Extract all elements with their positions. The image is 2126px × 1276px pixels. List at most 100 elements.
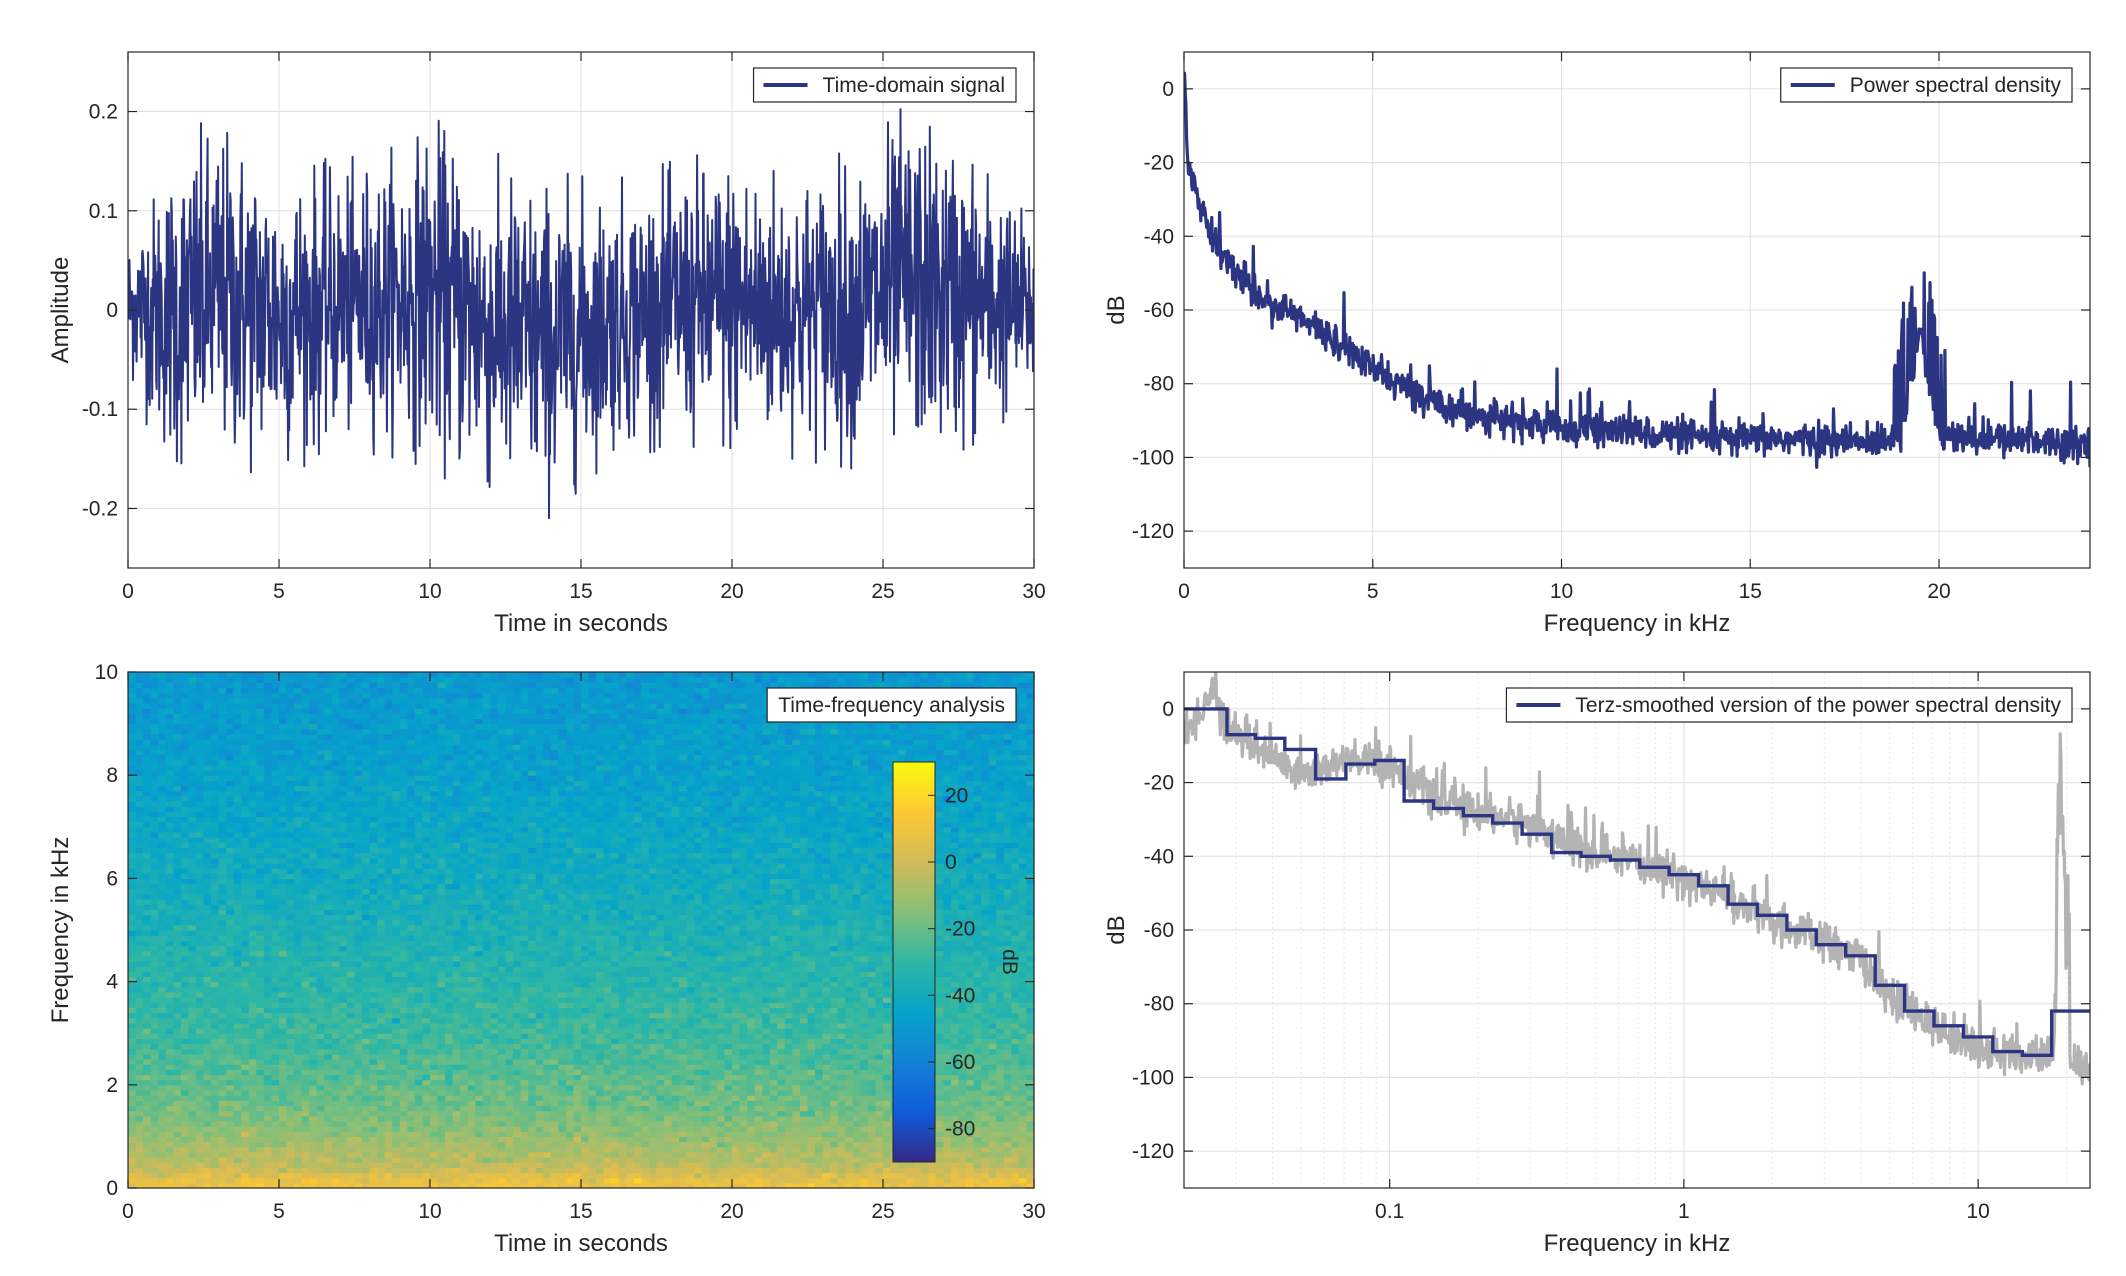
heatmap-cell — [739, 1157, 748, 1163]
heatmap-cell — [339, 1012, 348, 1019]
heatmap-cell — [430, 986, 439, 993]
heatmap-cell — [309, 1146, 318, 1153]
heatmap-cell — [309, 1157, 318, 1163]
heatmap-cell — [747, 1172, 756, 1179]
heatmap-cell — [505, 1079, 514, 1086]
heatmap-cell — [709, 981, 718, 988]
heatmap-cell — [218, 1177, 227, 1184]
heatmap-cell — [762, 1110, 771, 1117]
heatmap-cell — [875, 1162, 884, 1168]
heatmap-cell — [830, 1048, 839, 1055]
heatmap-cell — [732, 1126, 741, 1132]
heatmap-cell — [611, 1064, 620, 1070]
heatmap-cell — [966, 1105, 975, 1112]
heatmap-cell — [1011, 1120, 1020, 1127]
heatmap-cell — [384, 1167, 393, 1174]
heatmap-cell — [784, 1043, 793, 1050]
heatmap-cell — [656, 1089, 665, 1096]
heatmap-cell — [754, 1146, 763, 1153]
heatmap-cell — [1018, 1033, 1028, 1039]
heatmap-cell — [173, 1115, 182, 1122]
heatmap-cell — [890, 1172, 899, 1179]
heatmap-cell — [588, 976, 597, 983]
heatmap-cell — [701, 1033, 710, 1039]
heatmap-cell — [1026, 1048, 1035, 1055]
heatmap-cell — [490, 1038, 499, 1045]
heatmap-cell — [716, 1079, 726, 1086]
heatmap-cell — [769, 1182, 778, 1189]
heatmap-cell — [143, 1110, 152, 1117]
heatmap-cell — [460, 1157, 469, 1163]
heatmap-cell — [762, 1131, 771, 1137]
heatmap-cell — [128, 1079, 137, 1086]
heatmap-cell — [943, 1079, 952, 1086]
heatmap-cell — [128, 1038, 137, 1045]
heatmap-cell — [603, 1182, 612, 1189]
heatmap-cell — [996, 1105, 1005, 1112]
heatmap-cell — [195, 1022, 205, 1029]
heatmap-cell — [128, 1105, 137, 1112]
heatmap-cell — [664, 1120, 673, 1127]
heatmap-cell — [611, 1007, 620, 1014]
heatmap-cell — [150, 1162, 159, 1168]
heatmap-cell — [573, 1095, 582, 1101]
heatmap-cell — [845, 1007, 854, 1014]
heatmap-cell — [830, 1017, 839, 1024]
heatmap-cell — [135, 1157, 144, 1163]
heatmap-cell — [1018, 1022, 1028, 1029]
heatmap-cell — [830, 1110, 839, 1117]
heatmap-cell — [422, 1059, 431, 1065]
heatmap-cell — [233, 1089, 242, 1096]
heatmap-cell — [920, 1177, 929, 1184]
heatmap-cell — [452, 1151, 461, 1158]
heatmap-cell — [935, 1126, 944, 1132]
heatmap-cell — [339, 1126, 348, 1132]
heatmap-cell — [165, 1089, 174, 1096]
heatmap-cell — [845, 1182, 854, 1189]
heatmap-cell — [497, 1167, 507, 1174]
heatmap-cell — [762, 1012, 771, 1019]
heatmap-cell — [505, 1089, 514, 1096]
heatmap-cell — [369, 1053, 378, 1060]
heatmap-cell — [482, 1064, 491, 1070]
heatmap-cell — [1018, 1043, 1028, 1050]
heatmap-cell — [860, 1157, 869, 1163]
heatmap-cell — [694, 1136, 703, 1143]
heatmap-cell — [263, 1048, 273, 1055]
heatmap-cell — [837, 1136, 846, 1143]
heatmap-cell — [188, 1095, 197, 1101]
heatmap-cell — [248, 1059, 257, 1065]
heatmap-cell — [256, 1028, 265, 1034]
heatmap-cell — [588, 1182, 597, 1189]
heatmap-cell — [550, 1089, 559, 1096]
heatmap-cell — [135, 1105, 144, 1112]
heatmap-cell — [399, 1084, 408, 1091]
heatmap-cell — [362, 1074, 371, 1081]
heatmap-cell — [195, 1038, 205, 1045]
heatmap-cell — [475, 1141, 484, 1148]
heatmap-cell — [377, 1048, 386, 1055]
heatmap-cell — [369, 1167, 378, 1174]
heatmap-cell — [362, 1064, 371, 1070]
heatmap-cell — [399, 1105, 408, 1112]
heatmap-cell — [860, 1022, 869, 1029]
x-tick-label: 20 — [720, 580, 743, 603]
heatmap-cell — [981, 1115, 990, 1122]
heatmap-cell — [648, 986, 658, 993]
heatmap-cell — [1018, 1177, 1028, 1184]
heatmap-cell — [588, 997, 597, 1003]
heatmap-cell — [369, 1059, 378, 1065]
heatmap-cell — [226, 1120, 235, 1127]
heatmap-cell — [490, 1059, 499, 1065]
heatmap-cell — [528, 1131, 537, 1137]
x-tick-label: 10 — [418, 580, 441, 603]
heatmap-cell — [460, 1136, 469, 1143]
heatmap-cell — [724, 1167, 733, 1174]
heatmap-cell — [845, 1038, 854, 1045]
heatmap-cell — [286, 976, 295, 983]
heatmap-cell — [218, 986, 227, 993]
heatmap-cell — [211, 1053, 220, 1060]
heatmap-cell — [950, 997, 960, 1003]
heatmap-cell — [505, 1126, 514, 1132]
heatmap-cell — [143, 1105, 152, 1112]
